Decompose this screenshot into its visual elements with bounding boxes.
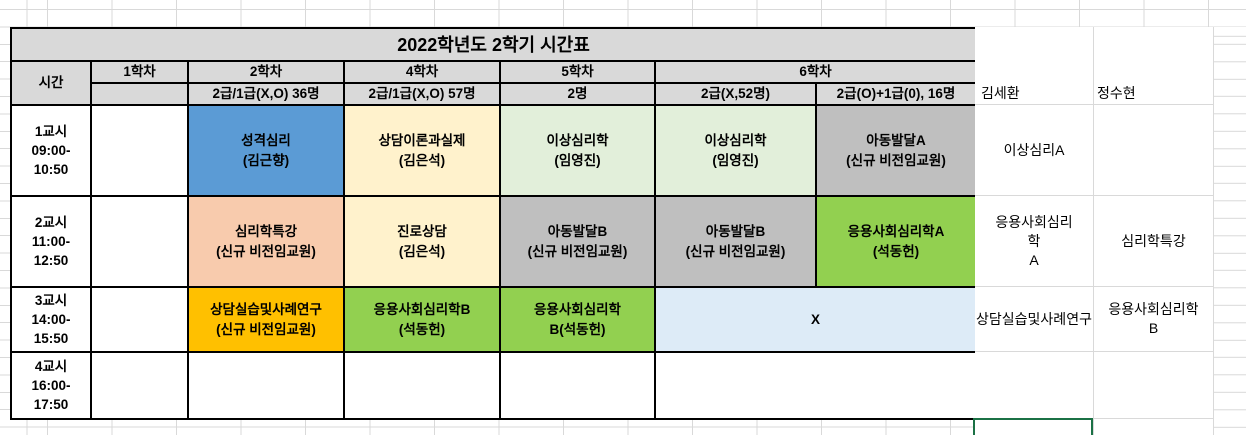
subheader-1hakcha[interactable] <box>92 84 189 106</box>
course-cell-r3-merged-x[interactable]: X <box>656 288 977 353</box>
timetable-title: 2022학년도 2학기 시간표 <box>12 29 977 62</box>
subheader-4hakcha[interactable]: 2급/1급(X,O) 57명 <box>345 84 501 106</box>
col-header-1hakcha[interactable]: 1학차 <box>92 62 189 84</box>
course-cell-r3-c4[interactable]: 응용사회심리학 B(석동헌) <box>501 288 656 353</box>
course-cell-r2-c2[interactable]: 심리학특강 (신규 비전임교원) <box>189 197 345 288</box>
side-cell-jung-r2[interactable]: 심리학특강 <box>1094 196 1213 286</box>
row-divider <box>975 418 1213 419</box>
instructor-label-kim[interactable]: 김세환 <box>981 85 1020 101</box>
subheader-2hakcha[interactable]: 2급/1급(X,O) 36명 <box>189 84 345 106</box>
col-header-5hakcha[interactable]: 5학차 <box>501 62 656 84</box>
col-header-2hakcha[interactable]: 2학차 <box>189 62 345 84</box>
col-header-6hakcha[interactable]: 6학차 <box>656 62 977 84</box>
timetable: 2022학년도 2학기 시간표 시간 1학차 2학차 4학차 5학차 6학차 2… <box>10 27 977 420</box>
column-divider <box>1093 27 1094 435</box>
row-divider <box>975 104 1213 105</box>
side-cell-jung-r4[interactable] <box>1094 352 1213 418</box>
course-cell-r1-c2[interactable]: 성격심리 (김근향) <box>189 106 345 197</box>
course-cell-r3-c3[interactable]: 응용사회심리학B (석동헌) <box>345 288 501 353</box>
course-cell-r1-c4[interactable]: 이상심리학 (임영진) <box>501 106 656 197</box>
period-cell-1[interactable]: 1교시 09:00- 10:50 <box>12 106 92 197</box>
course-cell-r2-c4[interactable]: 아동발달B (신규 비전임교원) <box>501 197 656 288</box>
instructor-label-jung[interactable]: 정수현 <box>1097 85 1136 101</box>
course-cell-r1-c6[interactable]: 아동발달A (신규 비전임교원) <box>817 106 977 197</box>
row-divider <box>975 195 1213 196</box>
course-cell-r4-merged[interactable] <box>656 353 977 420</box>
side-cell-jung-r1[interactable] <box>1094 105 1213 195</box>
period-cell-4[interactable]: 4교시 16:00- 17:50 <box>12 353 92 420</box>
course-cell-r1-c5[interactable]: 이상심리학 (임영진) <box>656 106 817 197</box>
period-cell-3[interactable]: 3교시 14:00- 15:50 <box>12 288 92 353</box>
course-cell-r1-c1[interactable] <box>92 106 189 197</box>
instructor-panel: 김세환 정수현 이상심리A 응용사회심리 학 A 상담실습및사례연구 심리학특강… <box>975 27 1246 435</box>
course-cell-r4-c4[interactable] <box>501 353 656 420</box>
spreadsheet-gridlines <box>1213 27 1246 435</box>
subheader-6hakcha-b[interactable]: 2급(O)+1급(0), 16명 <box>817 84 977 106</box>
side-cell-kim-r3[interactable]: 상담실습및사례연구 <box>975 287 1093 351</box>
col-header-time[interactable]: 시간 <box>12 62 92 106</box>
side-cell-jung-r3[interactable]: 응용사회심리학 B <box>1094 287 1213 351</box>
course-cell-r3-c1[interactable] <box>92 288 189 353</box>
course-cell-r2-c3[interactable]: 진로상담 (김은석) <box>345 197 501 288</box>
row-divider <box>975 286 1213 287</box>
course-cell-r4-c3[interactable] <box>345 353 501 420</box>
side-cell-kim-r1[interactable]: 이상심리A <box>975 105 1093 195</box>
course-cell-r3-c2[interactable]: 상담실습및사례연구 (신규 비전임교원) <box>189 288 345 353</box>
row-divider <box>975 351 1213 352</box>
course-cell-r4-c1[interactable] <box>92 353 189 420</box>
period-cell-2[interactable]: 2교시 11:00- 12:50 <box>12 197 92 288</box>
col-header-4hakcha[interactable]: 4학차 <box>345 62 501 84</box>
course-cell-r4-c2[interactable] <box>189 353 345 420</box>
side-cell-kim-r4[interactable] <box>975 352 1093 418</box>
subheader-5hakcha[interactable]: 2명 <box>501 84 656 106</box>
course-cell-r1-c3[interactable]: 상담이론과실제 (김은석) <box>345 106 501 197</box>
course-cell-r2-c1[interactable] <box>92 197 189 288</box>
subheader-6hakcha-a[interactable]: 2급(X,52명) <box>656 84 817 106</box>
course-cell-r2-c5[interactable]: 아동발달B (신규 비전임교원) <box>656 197 817 288</box>
course-cell-r2-c6[interactable]: 응용사회심리학A (석동헌) <box>817 197 977 288</box>
side-cell-kim-r2[interactable]: 응용사회심리 학 A <box>975 196 1093 286</box>
active-cell-selection[interactable] <box>973 418 1093 435</box>
